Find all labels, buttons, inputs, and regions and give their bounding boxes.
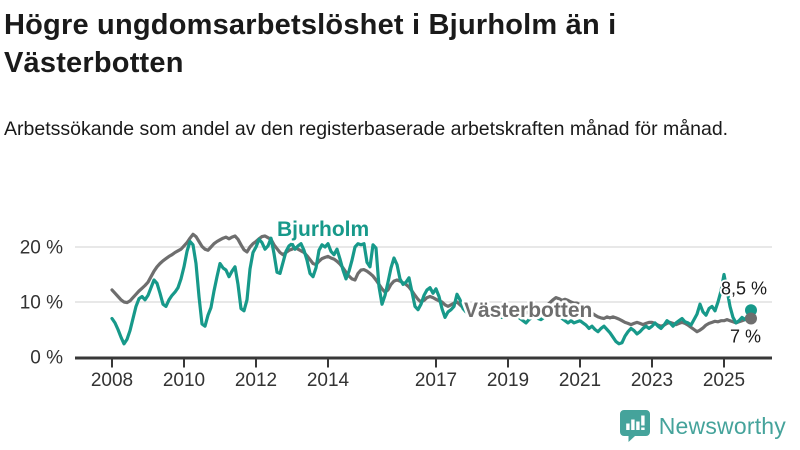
end-value-label: 7 % [730,327,761,347]
y-tick-label: 0 % [30,348,63,369]
x-tick-label: 2023 [631,370,673,391]
chart-title: Högre ungdomsarbetslöshet i Bjurholm än … [4,9,617,79]
x-tick-label: 2019 [487,370,529,391]
x-tick-label: 2025 [703,370,745,391]
x-tick-label: 2012 [235,370,277,391]
newsworthy-logo-icon [619,410,650,442]
y-tick-label: 20 % [20,238,63,259]
series-label-vsterbotten: Västerbotten [464,299,592,322]
newsworthy-logo: Newsworthy [619,408,786,444]
series-label-bjurholm: Bjurholm [277,218,369,241]
x-tick-label: 2021 [559,370,601,391]
x-tick-label: 2017 [415,370,457,391]
end-dot [745,312,757,325]
y-tick-label: 10 % [20,293,63,314]
end-dot [745,304,757,317]
end-value-label: 8,5 % [721,278,767,298]
newsworthy-logo-text: Newsworthy [658,412,786,439]
unemployment-line-chart: 2008 2010 2012 2014 2017 2019 2021 2023 2025 0 % 1… [20,216,772,391]
x-tick-label: 2010 [163,370,205,391]
bjurholm-line [110,236,753,346]
x-tick-label: 2008 [91,370,133,391]
chart-subtitle: Arbetssökande som andel av den registerb… [4,118,729,140]
vsterbotten-line [110,232,753,334]
x-tick-label: 2014 [307,370,350,391]
